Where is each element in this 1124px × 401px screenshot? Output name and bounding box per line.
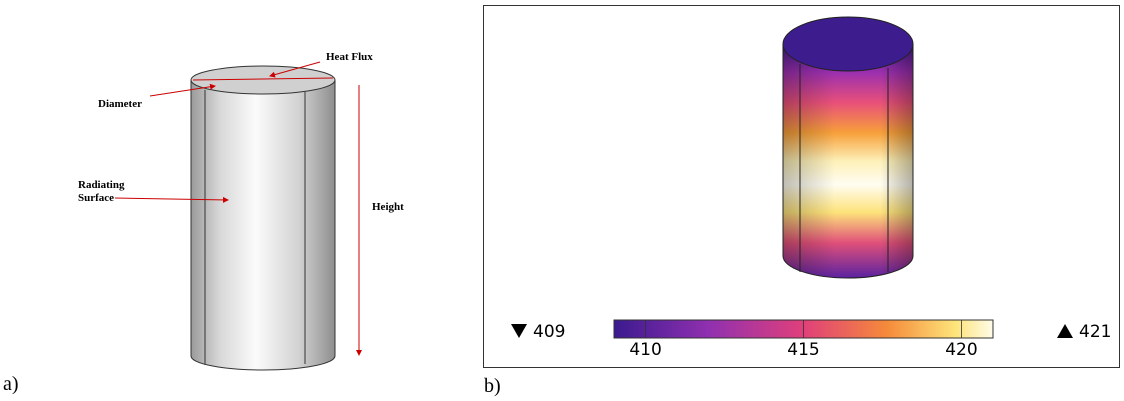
panel-a: Heat Flux Diameter Radiating Surface Hei… [3, 51, 404, 395]
heat-flux-label: Heat Flux [326, 51, 373, 63]
cylinder-shade [783, 44, 913, 278]
figure: Heat Flux Diameter Radiating Surface Hei… [0, 0, 1124, 401]
height-label: Height [372, 201, 404, 213]
panel-label: a) [3, 373, 19, 395]
colorbar-tick-label: 420 [945, 340, 977, 360]
panel-b: 409 421 b) [484, 6, 1120, 398]
colorbar-tick-label: 415 [787, 340, 819, 360]
max-label: 421 [1079, 322, 1111, 342]
cylinder-body [191, 80, 335, 370]
radiating-label: Radiating [78, 179, 125, 191]
colorbar-tick-label: 410 [629, 340, 661, 360]
surface-label: Surface [78, 192, 114, 204]
cylinder-top [783, 17, 913, 71]
min-label: 409 [533, 322, 565, 342]
diameter-label: Diameter [98, 98, 142, 110]
panel-label: b) [484, 375, 501, 397]
